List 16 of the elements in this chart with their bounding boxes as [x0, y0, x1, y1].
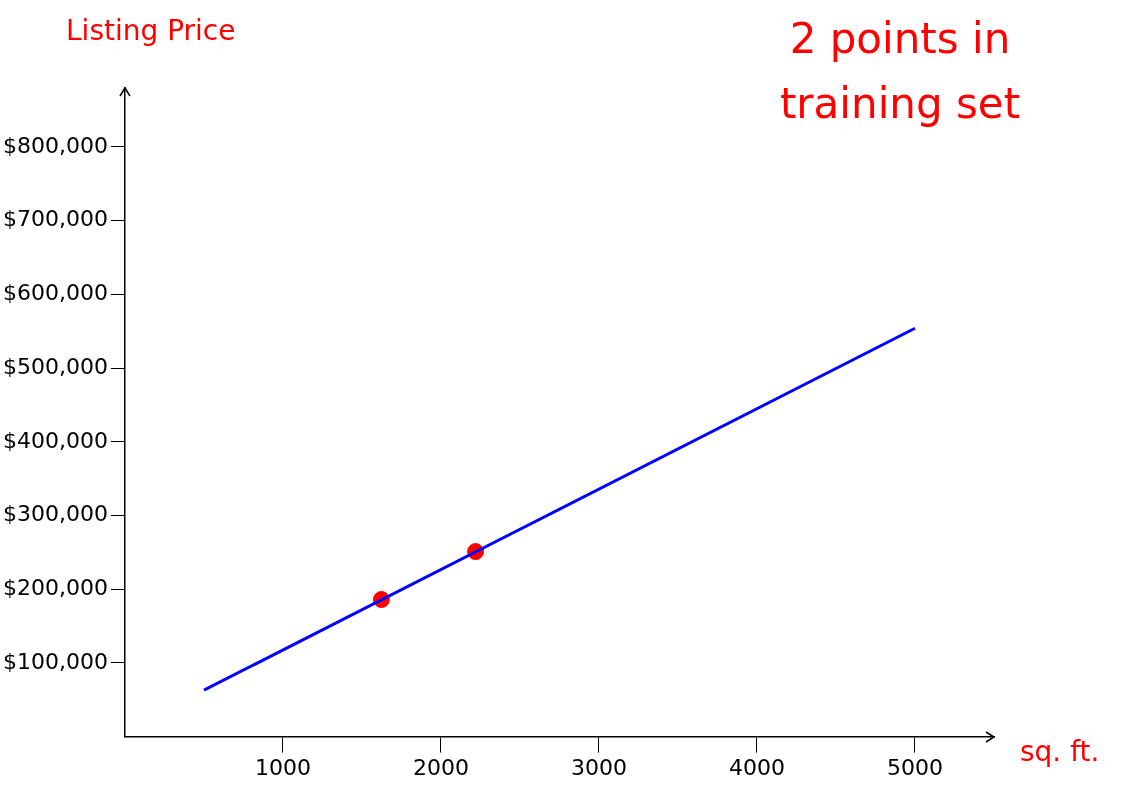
x-axis-title: sq. ft.	[1020, 735, 1100, 768]
y-tick-label: $800,000	[2, 132, 108, 158]
x-tick-label: 5000	[887, 754, 943, 780]
y-tick-label: $600,000	[2, 280, 108, 306]
annotation: 2 points in training set	[778, 13, 1022, 131]
y-tick-label: $400,000	[2, 427, 108, 453]
y-tick-label: $200,000	[2, 574, 108, 600]
y-tick-label: $300,000	[2, 501, 108, 527]
x-tick-label: 4000	[728, 754, 785, 780]
y-tick-label: $100,000	[2, 648, 108, 674]
y-axis-title: Listing Price	[66, 14, 236, 47]
x-tick-label: 1000	[254, 754, 311, 780]
y-tick-label: $500,000	[2, 353, 108, 379]
x-tick-label: 3000	[570, 754, 627, 780]
y-tick-label: $700,000	[2, 206, 108, 232]
x-tick-label: 2000	[412, 754, 469, 780]
